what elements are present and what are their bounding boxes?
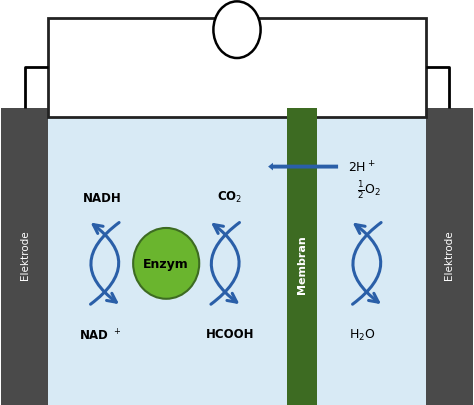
Text: H$_2$O: H$_2$O [349,327,375,342]
Ellipse shape [133,228,199,299]
Text: CO$_2$: CO$_2$ [218,190,243,205]
Bar [48,108,426,405]
Text: 2H$^+$: 2H$^+$ [348,160,375,175]
Text: NAD $^+$: NAD $^+$ [79,327,121,343]
Bar [1,108,48,405]
Bar [426,108,473,405]
Text: Elektrode: Elektrode [445,230,455,279]
Text: Enzym: Enzym [143,257,189,270]
Text: NADH: NADH [83,192,122,205]
Text: Elektrode: Elektrode [19,230,29,279]
Bar [287,108,317,405]
Ellipse shape [213,2,261,59]
Text: HCOOH: HCOOH [206,327,254,340]
Bar [48,19,426,118]
Text: Membran: Membran [297,234,307,293]
Text: $\frac{1}{2}$O$_2$: $\frac{1}{2}$O$_2$ [357,178,381,200]
